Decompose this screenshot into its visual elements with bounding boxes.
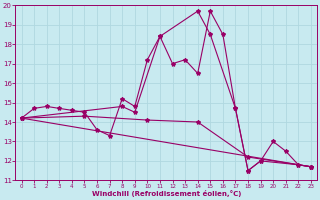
X-axis label: Windchill (Refroidissement éolien,°C): Windchill (Refroidissement éolien,°C): [92, 190, 241, 197]
